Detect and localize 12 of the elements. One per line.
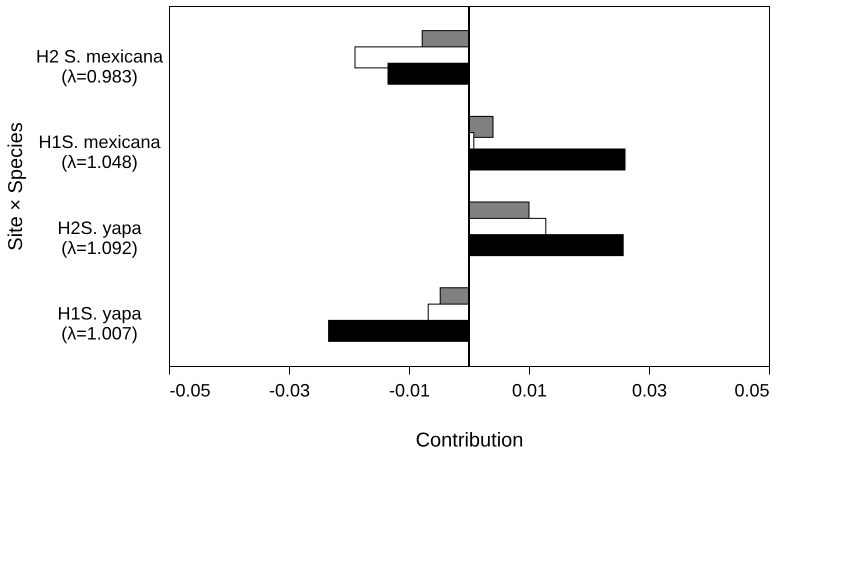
y-axis-title: Site × Species [4,122,27,251]
x-tick-label: -0.05 [170,380,211,400]
x-tick-label: -0.03 [268,380,310,400]
y-tick-label: H1S. mexicana (λ=1.048) [38,132,162,172]
x-tick-label: -0.01 [388,380,430,400]
x-tick-label: 0.01 [512,380,548,400]
x-tick-label: 0.03 [632,380,668,400]
y-tick-label: H2S. yapa (λ=1.092) [57,218,143,258]
y-tick-label: H1S. yapa (λ=1.007) [57,304,143,344]
y-tick-label: H2 S. mexicana (λ=0.983) [36,46,164,86]
x-tick-label: 0.05 [734,380,770,400]
x-axis-title: Contribution [416,430,524,452]
